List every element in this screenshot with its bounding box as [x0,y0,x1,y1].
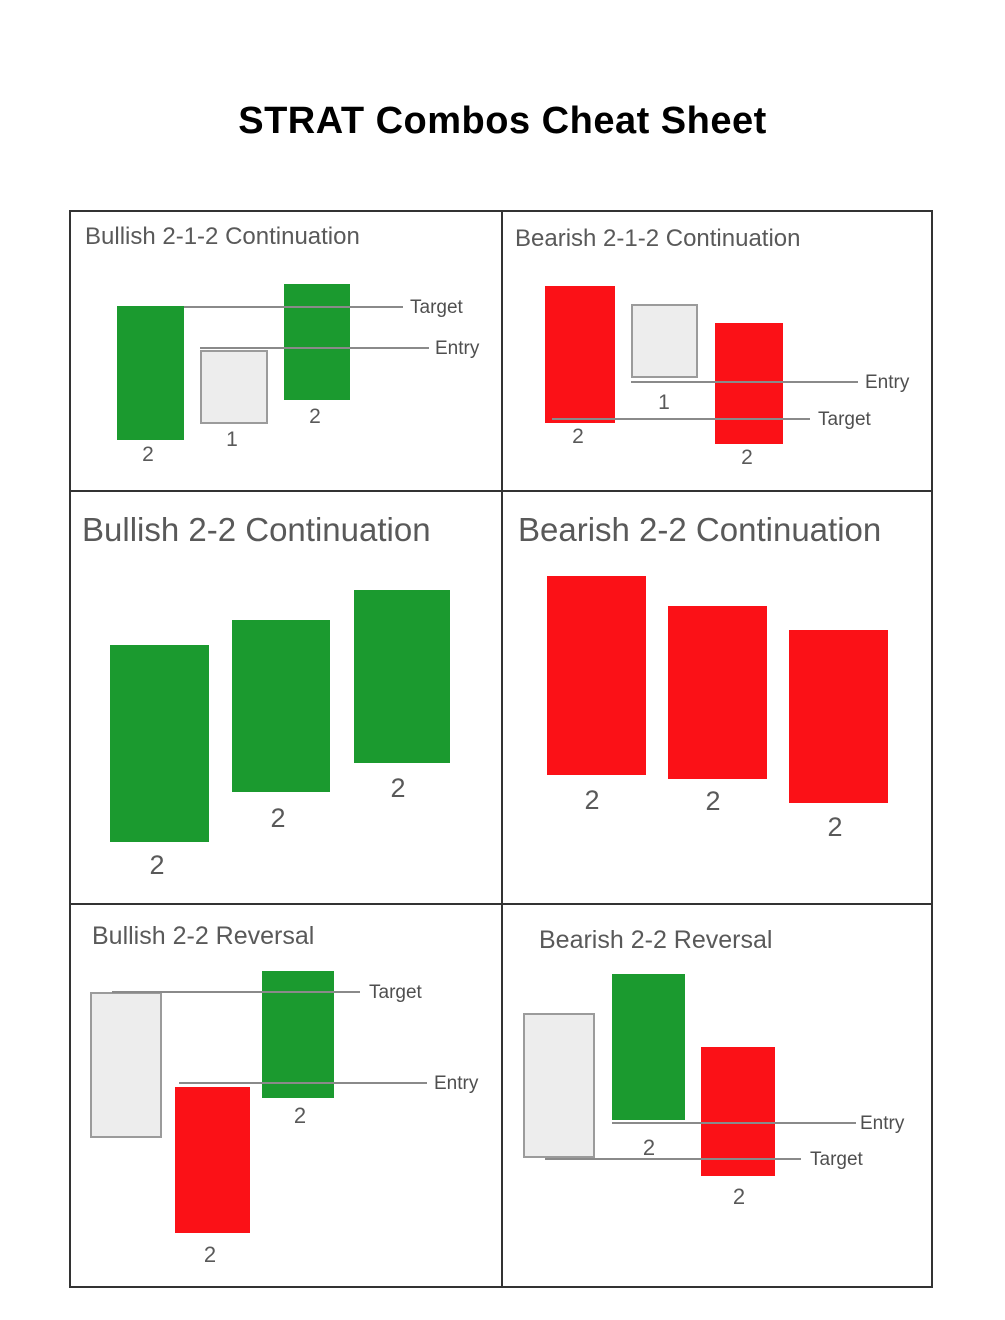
panel-title: Bullish 2-2 Reversal [92,922,315,950]
candle-number-label: 2 [293,1103,307,1128]
target-label: Target [369,982,422,1003]
candle-number-label: 2 [732,1184,746,1209]
panel-bearish-2-1-2-continuation: Bearish 2-1-2 Continuation Entry Target … [503,210,933,491]
candle-up-bar [612,974,685,1120]
candle-number-label: 1 [226,428,238,451]
candle-inside-bar [90,992,162,1138]
panel-bearish-2-2-continuation: Bearish 2-2 Continuation 2 2 2 [503,491,933,903]
target-line [112,991,360,993]
grid-divider-horizontal-1 [69,490,933,492]
candle-inside-bar [523,1013,595,1158]
panel-bearish-2-2-reversal: Bearish 2-2 Reversal Entry Target 2 2 [503,904,933,1288]
candle-number-label: 2 [390,773,406,803]
candle-number-label: 2 [309,405,321,428]
panel-title: Bearish 2-2 Continuation [518,511,882,548]
candle-number-label: 2 [827,812,843,842]
candle-up-bar [110,645,209,842]
entry-line [612,1122,856,1124]
candle-number-label: 2 [584,785,600,815]
entry-line [631,381,858,383]
entry-line [200,347,429,349]
candle-down-bar [668,606,767,779]
candle-up-bar [232,620,330,792]
candle-down-bar [547,576,646,775]
entry-label: Entry [860,1113,905,1134]
target-line [184,306,403,308]
panel-bullish-2-2-reversal: Bullish 2-2 Reversal Target Entry 2 2 [69,904,503,1288]
target-line [552,418,810,420]
candle-down-bar [175,1087,250,1233]
panel-title: Bearish 2-2 Reversal [539,926,773,954]
grid-divider-horizontal-2 [69,903,933,905]
candle-number-label: 2 [149,850,165,880]
target-label: Target [818,409,871,430]
candle-number-label: 2 [705,786,721,816]
target-label: Target [410,297,463,318]
panel-title: Bearish 2-1-2 Continuation [515,225,801,252]
entry-label: Entry [865,372,910,393]
panel-bullish-2-1-2-continuation: Bullish 2-1-2 Continuation Target Entry … [69,210,503,491]
candle-number-label: 2 [203,1242,217,1267]
candle-number-label: 1 [658,391,670,414]
candle-down-bar [715,323,783,444]
candle-number-label: 2 [741,446,753,469]
candle-down-bar [789,630,888,803]
entry-label: Entry [434,1073,479,1094]
candle-inside-bar [631,304,698,378]
candle-number-label: 2 [642,1135,656,1160]
candle-up-bar [284,284,350,400]
panel-title: Bullish 2-1-2 Continuation [85,223,360,250]
candle-inside-bar [200,350,268,424]
grid-divider-vertical [501,210,503,1288]
panel-bullish-2-2-continuation: Bullish 2-2 Continuation 2 2 2 [69,491,503,903]
candle-up-bar [117,306,184,440]
candle-number-label: 2 [142,443,154,466]
candle-down-bar [701,1047,775,1176]
entry-label: Entry [435,338,480,359]
candle-up-bar [354,590,450,763]
panel-title: Bullish 2-2 Continuation [82,511,431,548]
candle-number-label: 2 [572,425,584,448]
target-label: Target [810,1149,863,1170]
target-line [545,1158,801,1160]
candle-down-bar [545,286,615,423]
candle-number-label: 2 [270,803,286,833]
sheet-title: STRAT Combos Cheat Sheet [238,100,767,142]
entry-line [179,1082,427,1084]
